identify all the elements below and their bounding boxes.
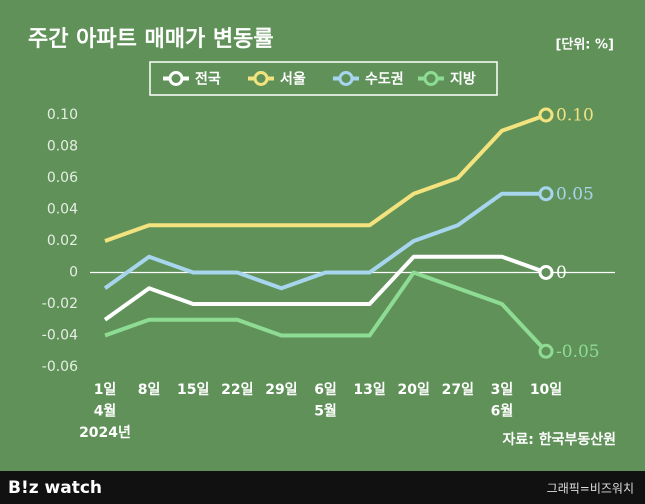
x-tick-label: 10일 [530,382,562,398]
end-marker [538,265,554,280]
series-line [104,113,547,243]
unit-label: [단위: %] [555,37,614,53]
source: 자료: 한국부동산원 [502,431,616,448]
y-tick-label: 0.08 [47,139,78,155]
x-tick-label: 22일 [221,382,253,398]
x-tick-label: 5월 [314,403,337,420]
value-label: 0.10 [556,106,594,126]
x-tick-label: 6일 [314,382,337,398]
legend-label: 서울 [280,71,306,88]
legend-marker [423,71,439,86]
y-tick-label: 0.10 [47,107,78,123]
y-tick-label: -0.06 [42,359,78,375]
legend-marker [338,71,354,86]
legend-label: 수도권 [365,72,404,88]
x-tick-label: 3일 [491,382,514,398]
x-tick-label: 20일 [398,382,430,398]
y-tick-label: 0.02 [47,233,78,249]
chart-title: 주간 아파트 매매가 변동률 [28,27,274,52]
series-line [103,254,547,322]
x-tick-label: 4월 [94,403,117,420]
y-tick-label: -0.02 [42,296,78,312]
value-label: 0 [556,263,567,283]
x-tick-label: 13일 [353,382,385,398]
legend-marker [253,71,269,86]
x-tick-label: 27일 [442,382,474,398]
series-line [104,270,548,353]
legend-box [149,61,498,96]
legend-marker [168,71,184,86]
end-marker [538,186,554,202]
footer-bar [0,471,645,504]
end-marker [538,343,554,359]
legend-label: 지방 [450,71,476,88]
value-label: -0.05 [556,342,600,362]
y-tick-label: 0.06 [47,170,78,186]
x-tick-label: 29일 [265,382,297,398]
credit: 그래픽=비즈워치 [547,482,634,496]
x-tick-label: 6월 [491,403,514,420]
x-tick-label: 15일 [177,382,209,398]
x-tick-label: 8일 [138,382,161,398]
end-marker [538,107,554,123]
y-tick-label: 0 [69,265,78,281]
y-tick-label: 0.04 [47,202,78,218]
y-tick-label: -0.04 [42,328,78,344]
series-line [103,191,546,291]
legend-label: 전국 [195,71,221,88]
value-label: 0.05 [556,184,594,204]
x-tick-label: 1일 [94,382,117,398]
x-tick-label: 2024년 [79,425,131,441]
logo: B!z watch [8,478,102,498]
